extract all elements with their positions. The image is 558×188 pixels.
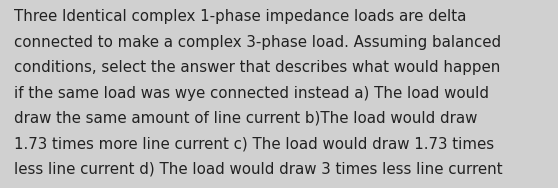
Text: Three Identical complex 1-phase impedance loads are delta: Three Identical complex 1-phase impedanc… [14,9,466,24]
Text: 1.73 times more line current c) The load would draw 1.73 times: 1.73 times more line current c) The load… [14,136,494,151]
Text: conditions, select the answer that describes what would happen: conditions, select the answer that descr… [14,60,501,75]
Text: if the same load was wye connected instead a) The load would: if the same load was wye connected inste… [14,86,489,101]
Text: connected to make a complex 3-phase load. Assuming balanced: connected to make a complex 3-phase load… [14,35,501,50]
Text: draw the same amount of line current b)The load would draw: draw the same amount of line current b)T… [14,111,477,126]
Text: less line current d) The load would draw 3 times less line current: less line current d) The load would draw… [14,162,503,177]
